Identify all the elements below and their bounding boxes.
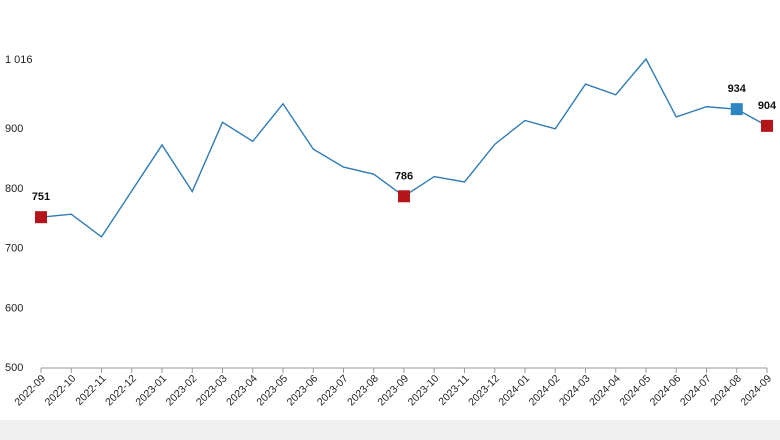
x-tick-label: 2023-02 xyxy=(164,373,200,409)
x-tick-label: 2024-06 xyxy=(648,373,684,409)
x-tick-label: 2024-02 xyxy=(527,373,563,409)
x-tick-label: 2024-05 xyxy=(617,373,653,409)
highlight-marker xyxy=(730,103,743,116)
x-tick-label: 2024-07 xyxy=(678,373,714,409)
highlight-marker xyxy=(35,211,47,224)
data-label: 904 xyxy=(758,100,777,112)
y-tick-label: 900 xyxy=(5,123,23,135)
y-tick-label: 800 xyxy=(5,183,23,195)
y-tick-label: 600 xyxy=(5,302,23,314)
series-line xyxy=(40,57,768,238)
x-tick-label: 2023-03 xyxy=(194,373,230,409)
x-tick-label: 2022-10 xyxy=(43,373,79,409)
x-tick-label: 2022-09 xyxy=(12,373,48,409)
y-tick-label: 1 016 xyxy=(5,54,33,66)
x-tick-label: 2023-05 xyxy=(254,373,290,409)
x-tick-label: 2022-12 xyxy=(103,373,139,409)
x-tick-label: 2024-01 xyxy=(496,373,532,409)
y-tick-label: 700 xyxy=(5,243,23,255)
data-label: 751 xyxy=(32,191,50,203)
x-tick-label: 2023-12 xyxy=(466,373,502,409)
x-tick-label: 2024-03 xyxy=(557,373,593,409)
x-tick-label: 2023-06 xyxy=(285,373,321,409)
x-tick-label: 2024-09 xyxy=(738,373,774,409)
data-label: 786 xyxy=(395,170,413,182)
x-tick-label: 2024-08 xyxy=(708,373,744,409)
x-tick-label: 2023-11 xyxy=(436,373,471,408)
y-tick-label: 500 xyxy=(5,362,23,374)
x-tick-label: 2023-01 xyxy=(133,373,169,409)
highlight-marker xyxy=(398,190,410,203)
x-axis: 2022-092022-102022-112022-122023-012023-… xyxy=(12,368,774,408)
data-label: 934 xyxy=(728,83,747,95)
x-tick-label: 2023-09 xyxy=(375,373,411,409)
y-axis: 500 600 700 800 900 1 016 xyxy=(5,54,33,374)
x-tick-label: 2023-10 xyxy=(406,373,442,409)
highlight-marker xyxy=(761,119,773,132)
x-tick-label: 2023-04 xyxy=(224,373,260,409)
x-tick-label: 2023-08 xyxy=(345,373,381,409)
x-tick-label: 2024-04 xyxy=(587,373,623,409)
highlight-markers: 751 786 934 904 xyxy=(32,83,777,224)
bottom-band xyxy=(0,420,780,440)
x-tick-label: 2022-11 xyxy=(73,373,108,408)
x-tick-label: 2023-07 xyxy=(315,373,351,409)
